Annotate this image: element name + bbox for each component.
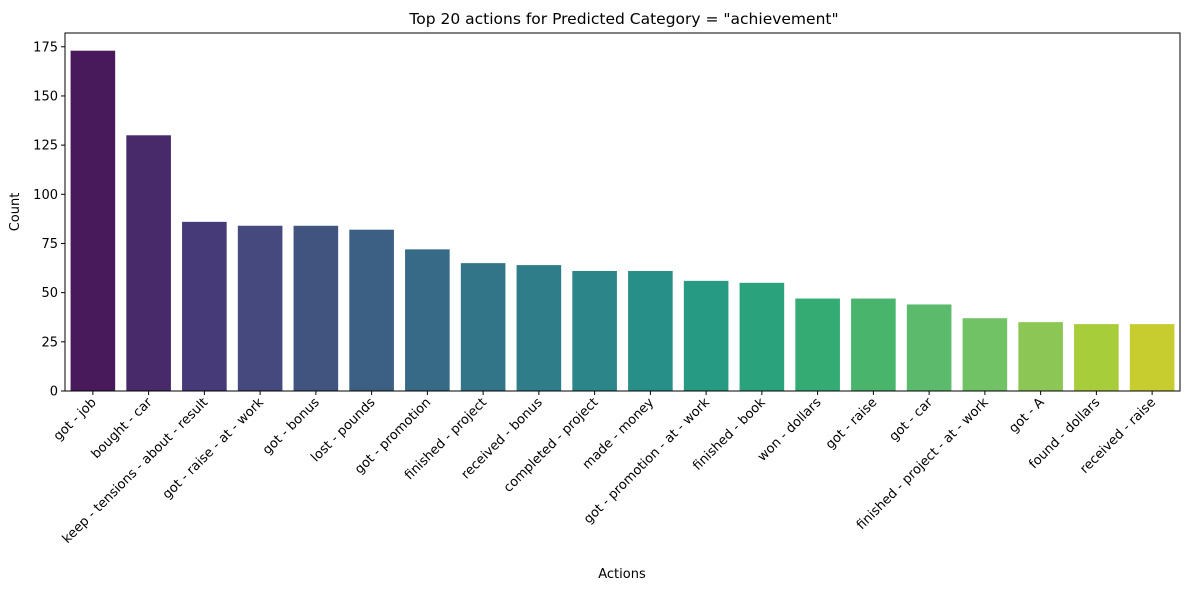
bar-10 (572, 271, 617, 391)
y-axis-label: Count (8, 193, 23, 232)
x-tick-label: got - raise (823, 395, 880, 452)
bar-11 (628, 271, 673, 391)
bar-12 (683, 280, 729, 391)
x-axis-label: Actions (598, 567, 646, 582)
bar-9 (516, 265, 562, 391)
y-tick-label: 25 (41, 335, 58, 350)
y-tick-label: 50 (41, 286, 58, 301)
y-tick-label: 0 (50, 385, 58, 400)
y-axis-ticks: 0 25 50 75 100 125 150 175 (33, 40, 65, 400)
y-tick-label: 100 (33, 188, 58, 203)
bar-8 (460, 263, 506, 391)
bar-4 (237, 225, 283, 391)
plot-frame (64, 32, 1181, 392)
bar-14 (795, 298, 840, 391)
bar-7 (405, 249, 450, 391)
bar-6 (349, 229, 394, 391)
chart-title: Top 20 actions for Predicted Category = … (408, 10, 838, 28)
x-tick-label: got - A (1006, 395, 1047, 436)
bar-3 (182, 221, 227, 391)
bar-1 (70, 50, 116, 391)
bar-2 (126, 135, 171, 391)
bar-20 (1129, 324, 1175, 391)
x-tick-label: completed - project (501, 395, 601, 495)
bar-16 (906, 304, 952, 391)
x-tick-label: got - raise - at - work (160, 395, 267, 502)
bar-13 (739, 282, 785, 391)
y-tick-label: 175 (33, 40, 58, 55)
y-tick-label: 125 (33, 139, 58, 154)
bar-17 (962, 318, 1008, 391)
bar-18 (1018, 322, 1063, 391)
bar-5 (293, 225, 339, 391)
x-tick-label: got - car (887, 395, 937, 445)
bar-19 (1074, 324, 1119, 391)
x-tick-label: got - job (51, 395, 100, 444)
y-tick-label: 150 (33, 89, 58, 104)
bars-layer (70, 50, 1175, 391)
y-tick-label: 75 (41, 237, 58, 252)
bar-15 (851, 298, 896, 391)
